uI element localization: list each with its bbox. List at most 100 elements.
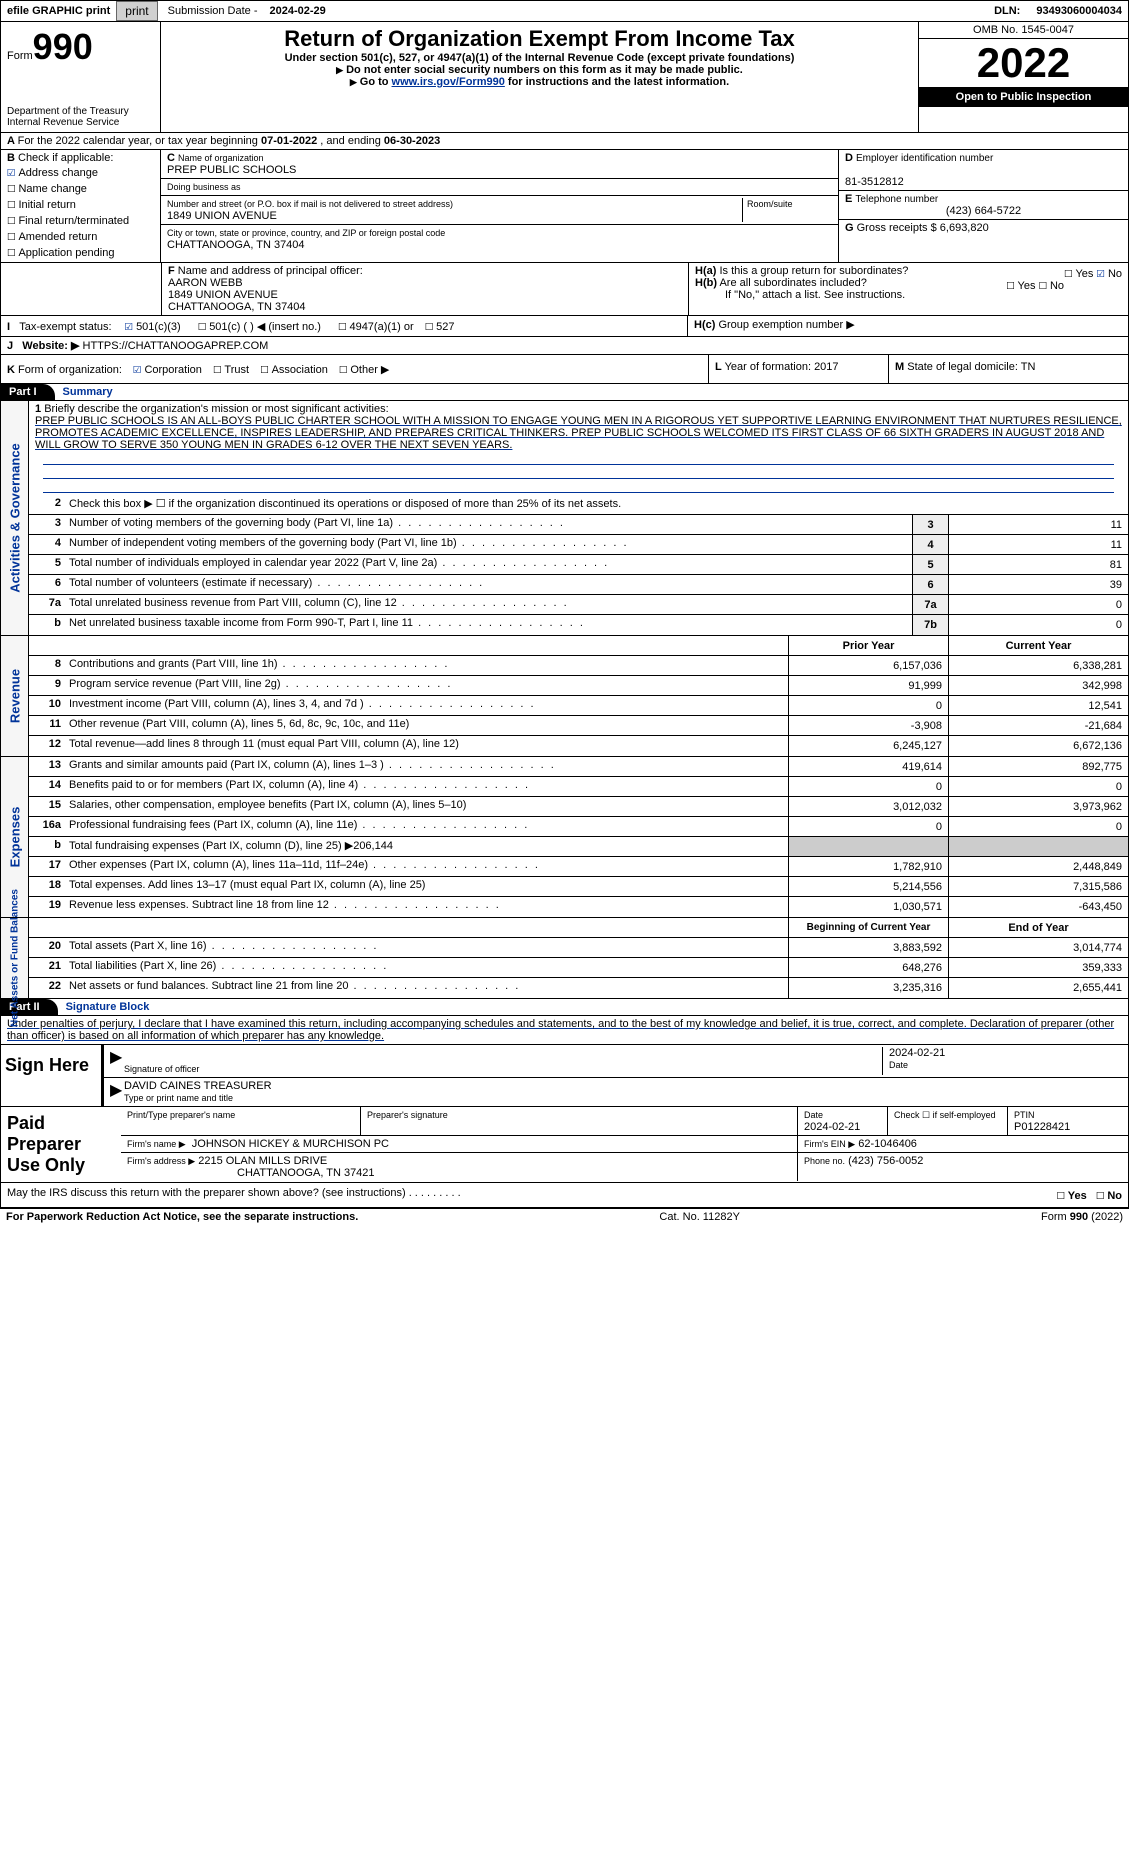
- omb-number: OMB No. 1545-0047: [919, 22, 1128, 39]
- mayirs-yes[interactable]: [1056, 1189, 1067, 1202]
- cb-trust[interactable]: [213, 363, 224, 376]
- cb-initial-return[interactable]: [7, 198, 18, 211]
- a-end: 06-30-2023: [384, 135, 440, 147]
- mayirs-no[interactable]: [1096, 1189, 1107, 1202]
- goto-suffix: for instructions and the latest informat…: [505, 76, 729, 88]
- l5-val: 81: [948, 555, 1128, 574]
- cb-corp[interactable]: [133, 363, 144, 376]
- l3-text: Number of voting members of the governin…: [65, 515, 912, 534]
- sig-date-label: Date: [889, 1060, 908, 1070]
- sig-officer-label: Signature of officer: [124, 1064, 199, 1074]
- street-value: 1849 UNION AVENUE: [167, 210, 277, 222]
- l-value: 2017: [814, 361, 838, 373]
- topbar: efile GRAPHIC print print Submission Dat…: [0, 0, 1129, 22]
- room-label: Room/suite: [747, 199, 793, 209]
- org-name: PREP PUBLIC SCHOOLS: [167, 164, 296, 176]
- phone-value: (423) 664-5722: [845, 205, 1122, 217]
- cb-other[interactable]: [339, 363, 350, 376]
- firm-addr2: CHATTANOOGA, TN 37421: [237, 1167, 375, 1179]
- block-revenue: Revenue Prior YearCurrent Year 8Contribu…: [0, 636, 1129, 757]
- dln-value: 93493060004034: [1030, 3, 1128, 19]
- cb-amended[interactable]: [7, 230, 18, 243]
- c-name-label: Name of organization: [178, 153, 264, 163]
- hb-yes[interactable]: [1006, 279, 1017, 292]
- f-addr1: 1849 UNION AVENUE: [168, 289, 278, 301]
- cb-501c[interactable]: [198, 320, 209, 333]
- print-button[interactable]: print: [116, 1, 157, 21]
- l7a-val: 0: [948, 595, 1128, 614]
- cb-app-pending[interactable]: [7, 246, 18, 259]
- l7b-text: Net unrelated business taxable income fr…: [65, 615, 912, 635]
- l4-val: 11: [948, 535, 1128, 554]
- sig-declaration: Under penalties of perjury, I declare th…: [0, 1016, 1129, 1045]
- ptin-value: P01228421: [1014, 1121, 1070, 1133]
- sig-date-value: 2024-02-21: [889, 1047, 945, 1059]
- firm-ein: 62-1046406: [858, 1138, 917, 1150]
- may-irs-row: May the IRS discuss this return with the…: [0, 1183, 1129, 1208]
- cb-527[interactable]: [425, 320, 436, 333]
- efile-label: efile GRAPHIC print: [1, 3, 116, 19]
- l2-text: Check this box ▶ ☐ if the organization d…: [65, 495, 1128, 514]
- part1-tag: Part I: [1, 384, 55, 400]
- form-header: Form990 Department of the Treasury Inter…: [0, 22, 1129, 133]
- k-label: Form of organization:: [18, 364, 122, 376]
- l6-val: 39: [948, 575, 1128, 594]
- section-j: J Website: ▶ HTTPS://CHATTANOOGAPREP.COM: [0, 337, 1129, 355]
- cb-501c3[interactable]: [125, 320, 136, 333]
- curr-hdr: Current Year: [948, 636, 1128, 655]
- cb-address-change[interactable]: [7, 166, 18, 179]
- officer-name: DAVID CAINES TREASURER: [124, 1080, 272, 1092]
- city-value: CHATTANOOGA, TN 37404: [167, 239, 305, 251]
- declaration-text: Under penalties of perjury, I declare th…: [7, 1018, 1114, 1042]
- firm-phone: (423) 756-0052: [848, 1155, 923, 1167]
- part1-title: Summary: [55, 384, 121, 400]
- ha-text: Is this a group return for subordinates?: [719, 265, 908, 277]
- part1-bar: Part I Summary: [0, 384, 1129, 401]
- side-gov: Activities & Governance: [7, 443, 22, 593]
- gross-value: 6,693,820: [940, 222, 989, 234]
- tax-year: 2022: [919, 39, 1128, 87]
- side-rev: Revenue: [7, 669, 22, 723]
- section-bcd: B Check if applicable: Address change Na…: [0, 150, 1129, 263]
- hb-note: If "No," attach a list. See instructions…: [725, 289, 905, 301]
- b-label: Check if applicable:: [18, 152, 113, 164]
- form990-link[interactable]: www.irs.gov/Form990: [392, 76, 505, 88]
- l5-text: Total number of individuals employed in …: [65, 555, 912, 574]
- website-value: HTTPS://CHATTANOOGAPREP.COM: [83, 340, 269, 352]
- dln-label: DLN:: [988, 3, 1026, 19]
- ein-value: 81-3512812: [845, 176, 904, 188]
- ha-yes[interactable]: [1064, 267, 1075, 280]
- block-expenses: Expenses 13Grants and similar amounts pa…: [0, 757, 1129, 918]
- l-label: Year of formation:: [725, 361, 811, 373]
- ha-no[interactable]: [1097, 267, 1108, 280]
- part2-bar: Part II Signature Block: [0, 999, 1129, 1016]
- l4-text: Number of independent voting members of …: [65, 535, 912, 554]
- section-i: I Tax-exempt status: 501(c)(3) 501(c) ( …: [0, 316, 1129, 337]
- ein-label: Employer identification number: [856, 153, 993, 164]
- a-mid: , and ending: [317, 135, 384, 147]
- side-net: Net Assets or Fund Balances: [9, 889, 20, 1027]
- block-governance: Activities & Governance 1 Briefly descri…: [0, 401, 1129, 636]
- l7a-text: Total unrelated business revenue from Pa…: [65, 595, 912, 614]
- part2-title: Signature Block: [58, 999, 158, 1015]
- hb-no[interactable]: [1039, 279, 1050, 292]
- m-label: State of legal domicile:: [907, 361, 1018, 373]
- form-subtitle2: Do not enter social security numbers on …: [167, 64, 912, 76]
- mission-text: PREP PUBLIC SCHOOLS IS AN ALL-BOYS PUBLI…: [35, 415, 1122, 451]
- cb-name-change[interactable]: [7, 182, 18, 195]
- paid-prep-label: Paid Preparer Use Only: [1, 1107, 121, 1182]
- section-a: A For the 2022 calendar year, or tax yea…: [0, 133, 1129, 150]
- hc-text: Group exemption number ▶: [718, 319, 854, 331]
- phone-label: Telephone number: [855, 194, 938, 205]
- cb-final-return[interactable]: [7, 214, 18, 227]
- cb-assoc[interactable]: [260, 363, 271, 376]
- gross-label: Gross receipts $: [857, 222, 937, 234]
- l1-label: Briefly describe the organization's miss…: [44, 403, 388, 415]
- submission-date: 2024-02-29: [264, 3, 332, 19]
- firm-addr1: 2215 OLAN MILLS DRIVE: [198, 1155, 327, 1167]
- form-title: Return of Organization Exempt From Incom…: [167, 26, 912, 52]
- arrow-icon: ▶: [110, 1047, 124, 1075]
- l3-val: 11: [948, 515, 1128, 534]
- cb-4947[interactable]: [338, 320, 349, 333]
- form-subtitle1: Under section 501(c), 527, or 4947(a)(1)…: [167, 52, 912, 64]
